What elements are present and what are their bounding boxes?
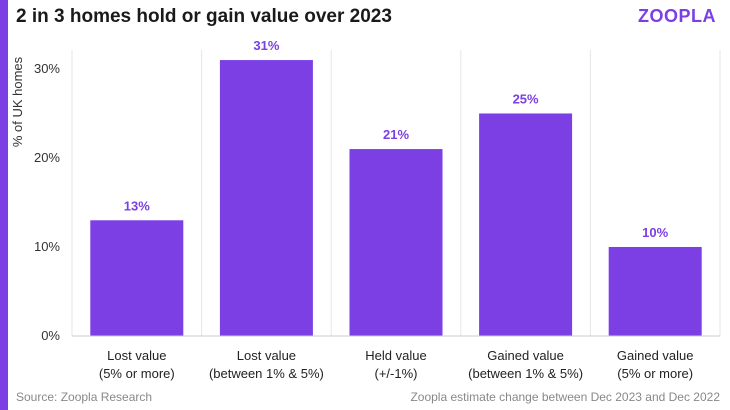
bar (219, 60, 313, 337)
bar-value-label: 13% (124, 198, 150, 213)
x-tick-label: Held value (365, 348, 426, 363)
x-tick-label: Gained value (617, 348, 694, 363)
bar (90, 220, 184, 336)
x-tick-label: Lost value (237, 348, 296, 363)
bar (479, 113, 573, 337)
accent-stripe (0, 0, 8, 410)
x-tick-label: Lost value (107, 348, 166, 363)
bar (349, 149, 443, 336)
bar (608, 246, 702, 336)
y-tick-label: 10% (34, 239, 60, 254)
y-tick-label: 30% (34, 61, 60, 76)
bar-value-label: 31% (253, 38, 279, 53)
x-tick-label: (between 1% & 5%) (209, 366, 324, 381)
bar-value-label: 21% (383, 127, 409, 142)
bar-value-label: 10% (642, 225, 668, 240)
estimate-note: Zoopla estimate change between Dec 2023 … (410, 390, 720, 404)
x-tick-label: (5% or more) (99, 366, 175, 381)
y-axis-title: % of UK homes (10, 56, 25, 147)
x-tick-label: (between 1% & 5%) (468, 366, 583, 381)
x-tick-label: Gained value (487, 348, 564, 363)
x-tick-label: (+/-1%) (375, 366, 418, 381)
y-tick-label: 0% (41, 328, 60, 343)
bar-value-label: 25% (513, 91, 539, 106)
y-tick-label: 20% (34, 150, 60, 165)
chart-title: 2 in 3 homes hold or gain value over 202… (16, 6, 392, 27)
source-note: Source: Zoopla Research (16, 390, 153, 404)
x-tick-label: (5% or more) (617, 366, 693, 381)
zoopla-logo: ZOOPLA (638, 6, 716, 26)
